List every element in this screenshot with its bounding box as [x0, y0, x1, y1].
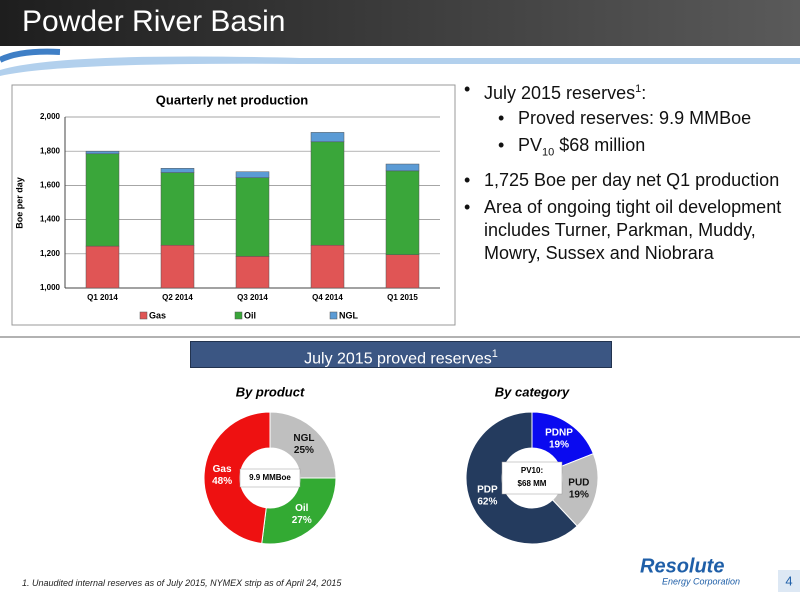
- bar-segment: [310, 245, 345, 289]
- legend-label: NGL: [339, 310, 359, 320]
- segment-value: 62%: [477, 496, 497, 507]
- banner-text: July 2015 proved reserves: [304, 350, 492, 368]
- logo: Resolute: [640, 555, 724, 577]
- segment-name: Oil: [295, 503, 309, 514]
- center-label: PV10:: [521, 466, 543, 475]
- y-tick-label: 1,200: [40, 249, 61, 258]
- bar-segment: [85, 153, 120, 247]
- pie-title: By category: [495, 384, 570, 399]
- sub-bullet: PV10 $68 million: [498, 134, 792, 165]
- segment-label: Oil 27%: [292, 503, 312, 526]
- x-tick-label: Q1 2014: [87, 293, 118, 302]
- bullet-text: $68 million: [554, 135, 646, 155]
- center-label: 9.9 MMBoe: [249, 473, 291, 482]
- header-bar: [0, 0, 800, 46]
- superscript: 1: [491, 348, 498, 360]
- segment-label: PDP 62%: [477, 484, 498, 507]
- bullet-text: Area of ongoing tight oil development in…: [484, 196, 782, 263]
- segment-value: 27%: [292, 515, 312, 526]
- y-tick-label: 1,400: [40, 215, 61, 224]
- bar-segment: [235, 177, 270, 257]
- bar-segment: [85, 245, 120, 289]
- legend-label: Gas: [149, 310, 166, 320]
- x-tick-label: Q4 2014: [312, 293, 343, 302]
- segment-value: 25%: [294, 445, 314, 456]
- superscript: 1: [635, 83, 642, 95]
- bullet-list: July 2015 reserves1: Proved reserves: 9.…: [462, 78, 792, 269]
- bar-segment: [385, 163, 420, 172]
- y-tick-label: 1,000: [40, 283, 61, 292]
- y-tick-label: 1,600: [40, 181, 61, 190]
- bullet: July 2015 reserves1: Proved reserves: 9.…: [464, 78, 792, 165]
- legend-swatch: [329, 311, 338, 320]
- x-tick-label: Q2 2014: [162, 293, 193, 302]
- x-tick-label: Q3 2014: [237, 293, 268, 302]
- donut-segment: [203, 411, 271, 545]
- segment-value: 48%: [212, 476, 232, 487]
- bullet: 1,725 Boe per day net Q1 production: [464, 169, 792, 192]
- bar-segment: [160, 245, 195, 289]
- y-tick-label: 2,000: [40, 112, 61, 121]
- legend-swatch: [234, 311, 243, 320]
- legend-swatch: [139, 311, 148, 320]
- page-number: 4: [785, 573, 792, 588]
- bar-segment: [235, 256, 270, 289]
- bullet-text: July 2015 reserves: [484, 83, 636, 103]
- segment-value: 19%: [569, 489, 589, 500]
- segment-name: PUD: [568, 477, 589, 488]
- bar-segment: [85, 150, 120, 155]
- bar-segment: [235, 171, 270, 178]
- x-tick-label: Q1 2015: [387, 293, 418, 302]
- page-box: [778, 570, 800, 592]
- bar-segment: [385, 170, 420, 255]
- segment-name: NGL: [293, 433, 314, 444]
- segment-label: PDNP 19%: [545, 427, 573, 450]
- swoosh-accent: [0, 48, 61, 63]
- slide-title: Powder River Basin: [22, 5, 285, 38]
- bar-segment: [160, 168, 195, 173]
- bullet-text: Proved reserves: 9.9 MMBoe: [518, 108, 752, 128]
- bar-segment: [310, 132, 345, 143]
- bar-segment: [385, 254, 420, 289]
- segment-label: PUD 19%: [568, 477, 589, 500]
- bullet-text: :: [641, 83, 647, 103]
- logo-sub: Energy Corporation: [662, 576, 740, 586]
- y-tick-label: 1,800: [40, 146, 61, 155]
- subscript: 10: [542, 146, 555, 159]
- segment-value: 19%: [549, 439, 569, 450]
- segment-name: PDNP: [545, 427, 573, 438]
- bar-segment: [310, 141, 345, 246]
- donut-segment: [269, 411, 337, 479]
- bullet-text: PV: [518, 135, 543, 155]
- segment-label: NGL 25%: [293, 433, 314, 456]
- y-axis-label: Boe per day: [14, 177, 24, 229]
- bar-segment: [160, 172, 195, 246]
- donut-segment: [261, 477, 337, 545]
- segment-label: Gas 48%: [212, 464, 232, 487]
- pie-title: By product: [236, 384, 305, 399]
- sub-bullet: Proved reserves: 9.9 MMBoe: [498, 107, 792, 130]
- legend-label: Oil: [244, 310, 256, 320]
- center-label: $68 MM: [518, 479, 547, 488]
- segment-name: Gas: [213, 464, 232, 475]
- donut-segment: [465, 411, 578, 545]
- center-box: [501, 461, 563, 495]
- segment-name: PDP: [477, 484, 498, 495]
- center-box: [239, 468, 301, 488]
- footnote: 1. Unaudited internal reserves as of Jul…: [22, 578, 342, 588]
- bullet: Area of ongoing tight oil development in…: [464, 196, 792, 265]
- swoosh: [0, 56, 800, 76]
- banner: July 2015 proved reserves1: [190, 341, 612, 368]
- chart-title: Quarterly net production: [156, 92, 308, 107]
- bullet-text: 1,725 Boe per day net Q1 production: [484, 169, 780, 190]
